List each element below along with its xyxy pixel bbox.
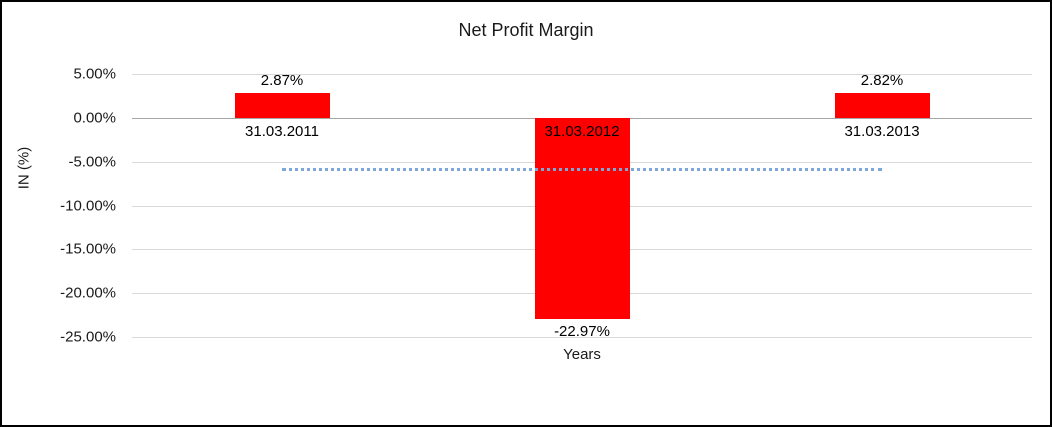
x-axis-title: Years — [563, 346, 601, 363]
y-tick-label: -25.00% — [60, 328, 116, 346]
gridline — [132, 337, 1032, 338]
bar-31.03.2012 — [534, 117, 630, 320]
bar-31.03.2011 — [234, 92, 330, 118]
y-tick-label: 0.00% — [73, 109, 116, 127]
bar-value-label: 2.82% — [860, 72, 904, 90]
gridline — [132, 74, 1032, 75]
average-trendline — [282, 168, 882, 172]
category-label: 31.03.2011 — [245, 122, 319, 140]
y-tick-label: -20.00% — [60, 284, 116, 302]
bar-31.03.2013 — [834, 93, 930, 118]
bar-value-label: 2.87% — [260, 71, 304, 89]
chart-title: Net Profit Margin — [458, 20, 594, 40]
category-label: 31.03.2013 — [844, 122, 920, 140]
y-tick-label: 5.00% — [73, 65, 116, 83]
plot-area: 2.87% 31.03.2011 -22.97% 31.03.2012 2.82% 31.… — [132, 71, 1032, 341]
y-axis-tick-labels: 5.00% 0.00% -5.00% -10.00% -15.00% -20.00% -25… — [2, 66, 124, 346]
category-label: 31.03.2012 — [544, 122, 620, 140]
bar-value-label: -22.97% — [554, 323, 610, 341]
y-tick-label: -5.00% — [68, 153, 116, 171]
y-tick-label: -10.00% — [60, 197, 116, 214]
y-tick-label: -15.00% — [60, 240, 116, 258]
